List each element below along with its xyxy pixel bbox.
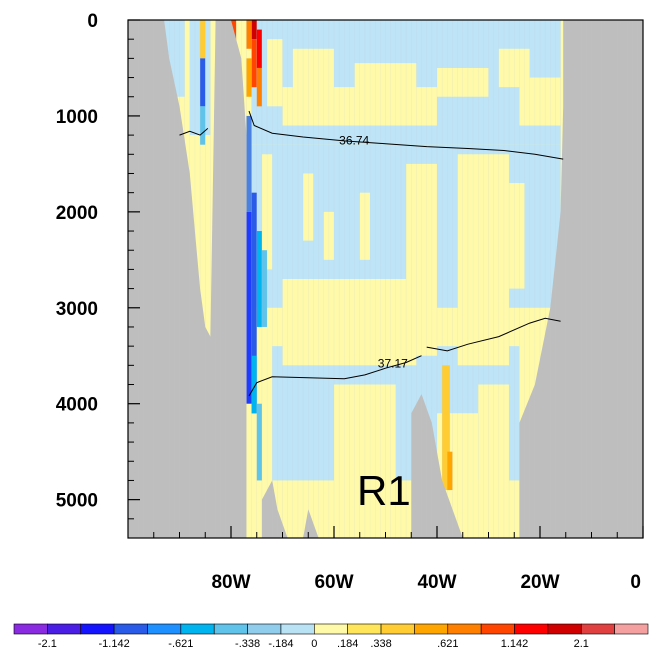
jet-cell	[256, 67, 262, 107]
colorbar-swatch	[347, 623, 382, 635]
y-tick-label: 0	[87, 11, 98, 32]
pale-patch	[509, 183, 525, 289]
pale-patch	[334, 384, 396, 538]
contour-line	[248, 110, 564, 160]
colorbar-label: -.184	[268, 638, 293, 650]
colorbar-swatch	[414, 623, 449, 635]
pale-patch	[303, 173, 314, 241]
wbc-cell	[256, 231, 262, 327]
colorbar-swatch	[47, 623, 82, 635]
shelf-cell	[200, 20, 206, 59]
wbc-cell	[256, 403, 262, 481]
colorbar-swatch	[13, 623, 48, 635]
pale-patch	[406, 163, 437, 356]
shelf-cell	[200, 106, 206, 145]
colorbar-label: .338	[370, 638, 391, 650]
x-tick-label: 60W	[314, 572, 353, 593]
wbc-cell	[261, 250, 268, 327]
pale-patch	[261, 154, 273, 270]
pale-patch	[359, 192, 371, 260]
jet-cell	[251, 20, 257, 40]
pale-patch	[282, 87, 437, 126]
pale-patch	[267, 39, 283, 107]
x-tick-label: 20W	[520, 572, 559, 593]
x-tick-label: 80W	[211, 572, 250, 593]
jet-cell	[256, 29, 262, 68]
land-right_shelf	[519, 20, 643, 538]
colorbar-label: -1.142	[99, 638, 130, 650]
colorbar-swatch	[314, 623, 348, 635]
colorbar-label: 2.1	[574, 638, 589, 650]
jet-cell	[251, 39, 257, 88]
shelf-cell	[200, 58, 206, 107]
land-ridge	[411, 394, 463, 538]
wbc-cell	[251, 192, 257, 414]
colorbar-swatch	[180, 623, 215, 635]
panel-label: R1	[357, 467, 411, 514]
contour-line	[179, 128, 209, 136]
wbc-cell	[246, 115, 252, 212]
colorbar-label: -.621	[168, 638, 193, 650]
wbc-cell	[246, 211, 252, 404]
ridge-cell	[447, 451, 453, 491]
land-seamount_b	[303, 509, 319, 538]
contour-label-36-74: 36.74	[339, 134, 369, 148]
land-mask	[128, 20, 643, 538]
colorbar-swatch	[547, 623, 582, 635]
ridge-cell	[442, 365, 450, 491]
y-tick-label: 3000	[56, 299, 98, 320]
colorbar-label: .184	[337, 638, 358, 650]
colorbar-swatch	[280, 623, 315, 635]
colorbar-swatch	[213, 623, 248, 635]
y-tick-label: 1000	[56, 107, 98, 128]
colorbar-swatch	[514, 623, 549, 635]
colorbar-label: .621	[437, 638, 458, 650]
colorbar-swatch	[447, 623, 482, 635]
colorbar: -2.1 -1.142 -.621 -.338 -.184 0 .184 .338 .621 1.…	[13, 623, 649, 650]
pale-patch	[457, 154, 510, 366]
y-tick-label: 5000	[56, 491, 98, 512]
colorbar-swatch	[147, 623, 182, 635]
colorbar-swatch	[380, 623, 415, 635]
colorbar-label: -.338	[235, 638, 260, 650]
y-axis: 0 1000 2000 3000 4000 5000	[56, 11, 140, 539]
colorbar-swatch	[480, 623, 515, 635]
y-tick-label: 2000	[56, 203, 98, 224]
pale-patch	[437, 67, 489, 97]
y-tick-label: 4000	[56, 395, 98, 416]
wbc-cell	[251, 355, 257, 414]
contour-line	[426, 317, 561, 352]
colorbar-swatch	[113, 623, 148, 635]
pale-patch	[478, 384, 510, 538]
colorbar-swatch	[614, 623, 649, 635]
colorbar-label: -2.1	[38, 638, 57, 650]
pale-patch	[519, 77, 561, 126]
contour-line	[248, 355, 422, 397]
pale-patch	[323, 211, 334, 260]
colorbar-label: 1.142	[501, 638, 529, 650]
contour-label-37-17: 37.17	[378, 356, 408, 370]
land-left_shelf	[128, 20, 247, 538]
x-tick-label: 40W	[417, 572, 456, 593]
colorbar-swatch	[80, 623, 115, 635]
colorbar-swatch	[247, 623, 282, 635]
x-axis: 80W 60W 40W 20W 0	[153, 526, 644, 593]
jet-cell	[246, 58, 252, 97]
land-seamount_a	[261, 480, 288, 538]
pale-patch	[282, 279, 417, 366]
colorbar-label: 0	[311, 638, 317, 650]
x-tick-label: 0	[630, 572, 641, 593]
colorbar-swatch	[580, 623, 615, 635]
contour-lines	[179, 110, 564, 397]
jet-cell	[246, 20, 252, 49]
